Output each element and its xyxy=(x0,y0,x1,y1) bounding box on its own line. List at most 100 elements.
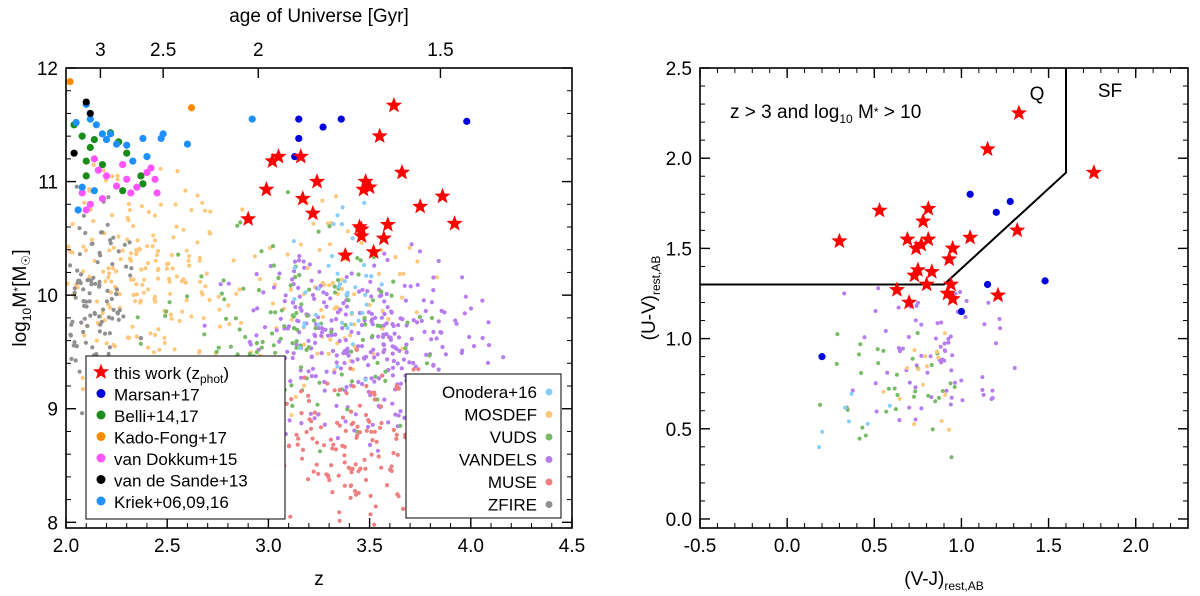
background-point xyxy=(247,339,252,345)
legend-right-label: ZFIRE xyxy=(488,496,537,515)
background-point xyxy=(405,320,410,325)
legend-left-label: van de Sande+13 xyxy=(114,472,248,491)
background-point xyxy=(282,324,287,329)
background-point xyxy=(368,493,373,498)
background-point xyxy=(87,291,92,296)
background-point xyxy=(292,297,297,302)
background-point xyxy=(306,345,311,350)
background-point xyxy=(310,292,315,298)
background-point xyxy=(328,337,333,342)
background-point xyxy=(273,350,278,355)
background-point xyxy=(259,345,264,350)
background-point xyxy=(83,230,88,236)
background-point xyxy=(342,360,347,366)
belli-point xyxy=(78,132,86,140)
background-point xyxy=(127,207,132,213)
background-point xyxy=(288,514,293,519)
background-point xyxy=(114,287,119,292)
background-point xyxy=(291,351,296,356)
star-point xyxy=(915,212,932,229)
star-point xyxy=(353,227,370,243)
background-point xyxy=(930,427,935,432)
background-point xyxy=(372,263,377,268)
star-point xyxy=(941,250,958,267)
background-point xyxy=(424,352,429,357)
background-point xyxy=(407,360,412,365)
kadofong-point xyxy=(187,104,196,112)
vandokkum-point xyxy=(94,166,102,174)
chart-title: z > 3 and log10 M* > 10 xyxy=(730,102,921,126)
background-point xyxy=(368,512,373,517)
background-point xyxy=(106,315,111,320)
background-point xyxy=(237,287,242,292)
background-point xyxy=(170,266,175,271)
background-point xyxy=(241,286,246,291)
background-point xyxy=(302,265,307,270)
vandokkum-point xyxy=(98,195,107,203)
background-point xyxy=(105,288,110,293)
star-point xyxy=(385,97,402,113)
background-point xyxy=(364,383,369,389)
background-point xyxy=(122,242,127,247)
background-point xyxy=(131,292,136,298)
background-point xyxy=(197,350,202,355)
background-point xyxy=(382,311,387,317)
background-point xyxy=(290,403,295,408)
background-point xyxy=(227,321,232,327)
background-point xyxy=(329,254,335,259)
background-point xyxy=(109,296,114,302)
background-point xyxy=(226,281,231,286)
background-point xyxy=(72,290,77,295)
background-point xyxy=(391,279,396,284)
background-point xyxy=(308,426,314,431)
background-point xyxy=(389,468,394,474)
background-point xyxy=(169,252,174,258)
background-point xyxy=(116,234,121,239)
legend-left-label: Belli+14,17 xyxy=(114,407,199,426)
background-point xyxy=(295,327,300,332)
background-point xyxy=(296,285,301,290)
background-point xyxy=(261,290,266,295)
background-point xyxy=(135,315,140,320)
background-point xyxy=(317,247,322,252)
background-point xyxy=(373,315,378,320)
background-point xyxy=(183,280,188,285)
legend-right-marker xyxy=(545,411,553,418)
background-point xyxy=(415,282,420,287)
background-point xyxy=(345,407,350,412)
background-point xyxy=(285,190,290,195)
background-point xyxy=(857,436,862,441)
kriek-point xyxy=(183,140,192,148)
background-point xyxy=(946,336,951,341)
background-point xyxy=(372,390,377,395)
background-point xyxy=(311,469,316,474)
background-point xyxy=(383,378,388,383)
legend-star-marker xyxy=(92,363,110,379)
background-point xyxy=(304,429,309,435)
background-point xyxy=(140,282,145,287)
background-point xyxy=(402,283,407,288)
background-point xyxy=(363,322,368,327)
background-point xyxy=(110,266,116,271)
background-point xyxy=(338,307,343,312)
y-axis-label: (U-V)rest,AB xyxy=(639,256,663,341)
background-point xyxy=(139,267,144,272)
background-point xyxy=(370,438,375,443)
background-point xyxy=(914,363,919,368)
x-tick-label: 1.0 xyxy=(948,536,974,557)
background-point xyxy=(344,292,349,297)
background-point xyxy=(273,310,278,315)
background-point xyxy=(384,483,390,488)
background-point xyxy=(162,340,167,345)
legend-marker xyxy=(96,475,106,484)
background-point xyxy=(301,383,307,388)
legend-marker xyxy=(96,410,106,420)
background-point xyxy=(355,357,360,362)
vandokkum-point xyxy=(123,175,131,183)
background-point xyxy=(214,349,219,354)
background-point xyxy=(316,412,321,417)
background-point xyxy=(367,442,373,447)
vandokkum-point xyxy=(86,200,94,208)
background-point xyxy=(338,281,343,287)
star-point xyxy=(888,281,905,297)
